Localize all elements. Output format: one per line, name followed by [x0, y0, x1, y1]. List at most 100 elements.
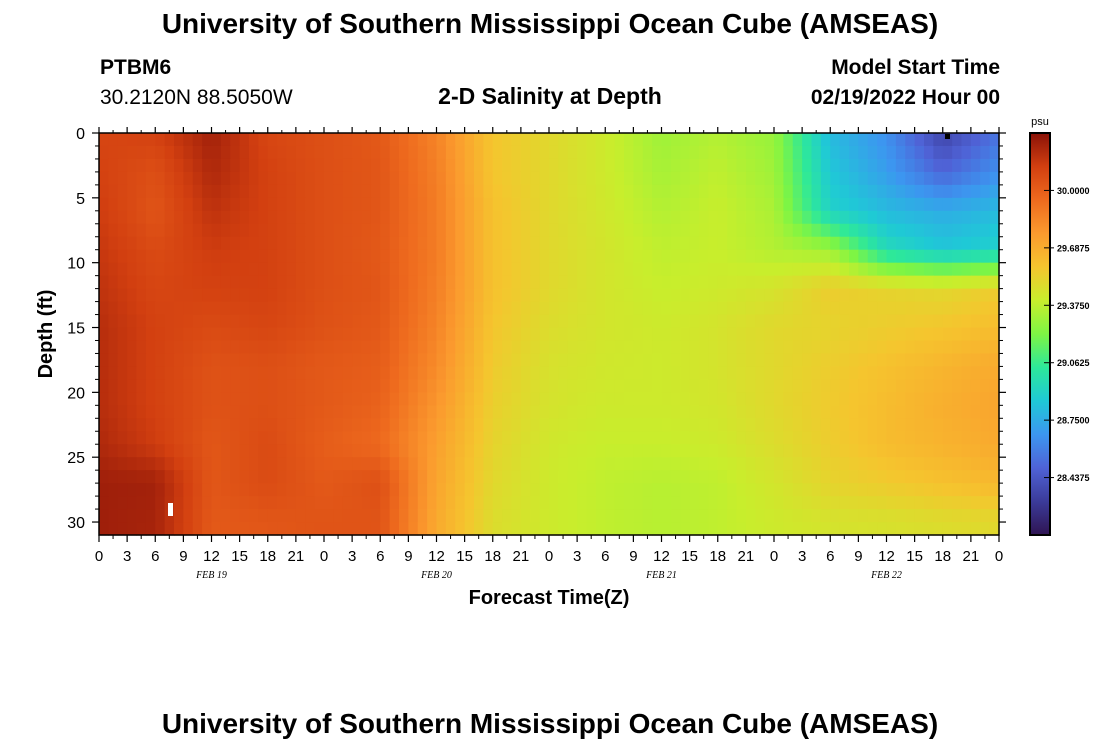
- heatmap-cell: [408, 392, 419, 406]
- x-tick-label: 21: [738, 548, 755, 565]
- heatmap-cell: [558, 288, 569, 303]
- heatmap-cell: [961, 145, 972, 160]
- heatmap-cell: [914, 197, 925, 212]
- heatmap-cell: [689, 327, 700, 342]
- heatmap-cell: [774, 379, 784, 393]
- heatmap-cell: [670, 184, 681, 199]
- heatmap-cell: [445, 133, 456, 147]
- heatmap-cell: [108, 236, 119, 251]
- heatmap-cell: [286, 236, 297, 251]
- heatmap-cell: [970, 249, 981, 264]
- heatmap-cell: [811, 444, 822, 458]
- heatmap-cell: [305, 353, 316, 368]
- x-tick-label: 15: [456, 548, 473, 565]
- heatmap-cell: [820, 288, 831, 303]
- heatmap-cell: [914, 405, 925, 419]
- heatmap-cell: [549, 145, 559, 160]
- heatmap-cell: [886, 184, 897, 199]
- heatmap-cell: [614, 379, 625, 393]
- heatmap-cell: [924, 327, 934, 342]
- heatmap-cell: [427, 392, 438, 406]
- heatmap-cell: [755, 210, 766, 225]
- heatmap-cell: [277, 366, 288, 380]
- heatmap-cell: [511, 366, 522, 380]
- heatmap-cell: [830, 236, 841, 251]
- heatmap-cell: [239, 405, 250, 419]
- heatmap-cell: [652, 379, 663, 393]
- heatmap-cell: [595, 184, 606, 199]
- heatmap-cell: [164, 327, 175, 342]
- heatmap-cell: [295, 483, 306, 497]
- heatmap-cell: [820, 405, 831, 419]
- heatmap-cell: [183, 223, 194, 238]
- heatmap-cell: [745, 522, 756, 536]
- heatmap-cell: [230, 366, 241, 380]
- heatmap-cell: [436, 444, 447, 458]
- heatmap-cell: [895, 314, 906, 329]
- heatmap-cell: [474, 288, 484, 303]
- heatmap-cell: [792, 522, 803, 536]
- heatmap-cell: [820, 301, 831, 316]
- heatmap-cell: [933, 470, 944, 484]
- heatmap-cell: [99, 133, 109, 147]
- heatmap-cell: [764, 470, 775, 484]
- heatmap-cell: [577, 288, 588, 303]
- heatmap-cell: [333, 405, 344, 419]
- heatmap-cell: [136, 145, 147, 160]
- heatmap-cell: [614, 262, 625, 277]
- heatmap-cell: [99, 340, 109, 355]
- heatmap-cell: [492, 301, 503, 316]
- heatmap-cell: [661, 314, 672, 329]
- heatmap-cell: [127, 353, 138, 368]
- heatmap-cell: [905, 457, 916, 471]
- heatmap-cell: [408, 431, 419, 445]
- heatmap-cell: [155, 340, 166, 355]
- heatmap-cell: [380, 509, 391, 523]
- heatmap-cell: [727, 145, 738, 160]
- heatmap-cell: [989, 392, 1000, 406]
- heatmap-cell: [774, 301, 784, 316]
- heatmap-cell: [305, 392, 316, 406]
- heatmap-cell: [877, 483, 888, 497]
- heatmap-cell: [811, 431, 822, 445]
- heatmap-cell: [258, 353, 269, 368]
- heatmap-cell: [314, 392, 325, 406]
- heatmap-cell: [249, 483, 259, 497]
- heatmap-cell: [145, 379, 156, 393]
- heatmap-cell: [474, 314, 484, 329]
- heatmap-cell: [520, 288, 531, 303]
- heatmap-cell: [136, 353, 147, 368]
- heatmap-cell: [980, 327, 991, 342]
- heatmap-cell: [230, 340, 241, 355]
- heatmap-cell: [314, 340, 325, 355]
- heatmap-cell: [886, 483, 897, 497]
- heatmap-cell: [924, 314, 934, 329]
- heatmap-cell: [820, 133, 831, 147]
- heatmap-cell: [980, 210, 991, 225]
- x-tick-label: 18: [259, 548, 276, 565]
- heatmap-cell: [970, 171, 981, 186]
- heatmap-cell: [661, 288, 672, 303]
- heatmap-cell: [764, 197, 775, 212]
- heatmap-cell: [483, 405, 494, 419]
- heatmap-cell: [989, 314, 1000, 329]
- heatmap-cell: [633, 236, 644, 251]
- heatmap-cell: [952, 496, 963, 510]
- heatmap-cell: [661, 457, 672, 471]
- heatmap-cell: [202, 158, 213, 173]
- heatmap-cell: [502, 197, 513, 212]
- heatmap-cell: [286, 171, 297, 186]
- heatmap-cell: [408, 223, 419, 238]
- heatmap-cell: [539, 457, 550, 471]
- heatmap-cell: [820, 249, 831, 264]
- heatmap-cell: [933, 353, 944, 368]
- heatmap-cell: [820, 145, 831, 160]
- heatmap-cell: [792, 158, 803, 173]
- heatmap-cell: [511, 470, 522, 484]
- heatmap-cell: [708, 483, 719, 497]
- heatmap-cell: [492, 353, 503, 368]
- heatmap-cell: [324, 158, 334, 173]
- heatmap-cell: [436, 327, 447, 342]
- heatmap-cell: [267, 275, 278, 290]
- heatmap-cell: [961, 379, 972, 393]
